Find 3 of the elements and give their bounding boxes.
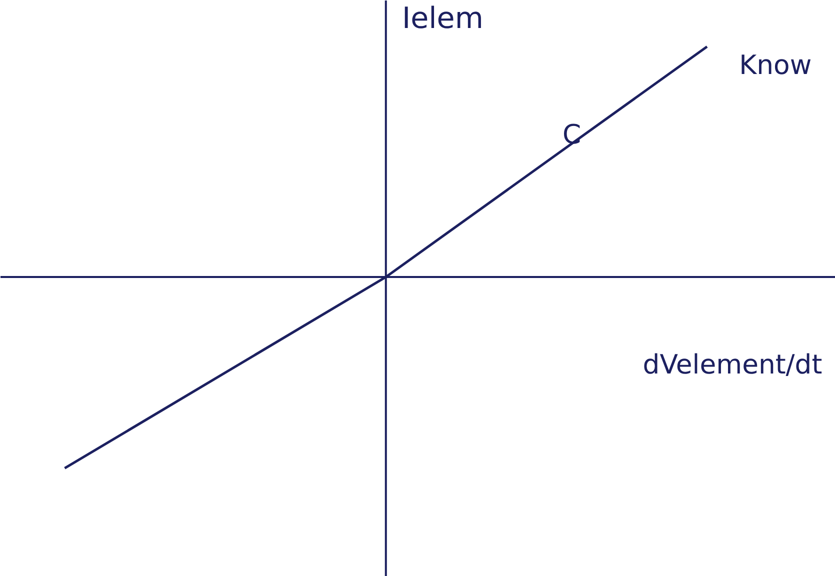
- annotation: Know: [739, 50, 812, 82]
- y-axis-title: Ielem: [402, 1, 484, 36]
- x-axis-title: dVelement/dt: [642, 350, 822, 381]
